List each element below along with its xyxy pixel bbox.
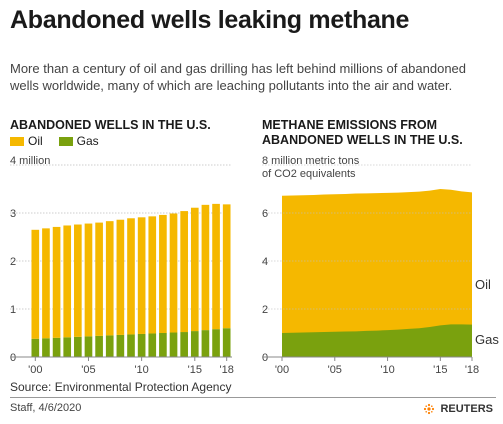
y-unit-label-emissions-2: of CO2 equivalents [262, 168, 356, 180]
bar-gas-2012 [159, 333, 167, 357]
bar-oil-2017 [212, 203, 220, 330]
x-tick-label-wells: '10 [134, 364, 148, 376]
bar-gas-2007 [105, 335, 114, 357]
bar-oil-2015 [190, 207, 199, 332]
y-tick-label-wells: 0 [10, 352, 16, 364]
headline: Abandoned wells leaking methane [10, 6, 410, 34]
bar-gas-2008 [116, 334, 125, 357]
legend-item-oil: Oil [10, 134, 43, 148]
footer-divider [10, 397, 496, 398]
y-tick-label-emissions: 4 [262, 256, 268, 268]
bar-oil-2000 [31, 229, 40, 339]
bar-oil-2018 [222, 204, 231, 329]
bar-gas-2000 [31, 338, 40, 357]
bar-oil-2005 [84, 223, 93, 337]
legend-item-gas: Gas [58, 134, 99, 148]
bar-oil-2011 [148, 216, 157, 334]
x-tick-label-emissions: '15 [433, 364, 447, 376]
bar-gas-2004 [74, 336, 82, 357]
legend-swatch-gas [58, 136, 73, 146]
bar-gas-2010 [137, 333, 146, 357]
series-label-gas: Gas [475, 332, 499, 347]
y-tick-label-wells: 2 [10, 256, 16, 268]
bar-gas-2009 [127, 334, 135, 357]
bar-gas-2016 [201, 330, 210, 357]
bar-gas-2015 [190, 331, 199, 357]
bar-oil-2006 [95, 222, 103, 336]
legend-label-gas: Gas [76, 134, 99, 148]
y-tick-label-wells: 3 [10, 208, 16, 220]
bar-oil-2013 [169, 213, 178, 333]
bar-oil-2003 [63, 225, 72, 338]
bar-gas-2014 [180, 332, 188, 357]
x-tick-label-emissions: '05 [328, 364, 342, 376]
y-unit-label-wells: 4 million [10, 155, 50, 167]
bar-gas-2005 [84, 336, 93, 357]
legend-swatch-oil [10, 136, 24, 146]
brand: REUTERS [422, 403, 493, 415]
area-oil [282, 189, 472, 357]
chart-title-wells: ABANDONED WELLS IN THE U.S. [10, 118, 211, 132]
series-label-oil: Oil [475, 277, 491, 292]
bar-oil-2016 [201, 204, 210, 331]
x-tick-label-wells: '00 [28, 364, 42, 376]
chart-title-emissions: METHANE EMISSIONS FROM ABANDONED WELLS I… [262, 118, 463, 147]
area-gas [282, 324, 472, 357]
bar-gas-2017 [212, 329, 220, 357]
bar-gas-2018 [222, 328, 231, 357]
bar-gas-2011 [148, 333, 157, 357]
reuters-logo-icon [424, 403, 435, 415]
y-tick-label-emissions: 0 [262, 352, 268, 364]
x-tick-label-wells: '15 [188, 364, 202, 376]
bar-oil-2001 [42, 228, 50, 339]
bar-oil-2004 [74, 224, 82, 337]
bar-oil-2009 [127, 218, 135, 335]
brand-name: REUTERS [440, 403, 493, 415]
x-tick-label-emissions: '18 [465, 364, 479, 376]
bar-oil-2002 [52, 226, 61, 338]
bar-gas-2001 [42, 338, 50, 357]
bar-oil-2014 [180, 211, 188, 333]
x-tick-label-wells: '18 [220, 364, 234, 376]
bar-gas-2002 [52, 337, 61, 357]
y-unit-label-emissions-1: 8 million metric tons [262, 155, 360, 167]
y-tick-label-emissions: 2 [262, 304, 268, 316]
y-tick-label-emissions: 6 [262, 208, 268, 220]
bar-oil-2008 [116, 219, 125, 335]
bar-gas-2003 [63, 337, 72, 357]
bar-gas-2006 [95, 335, 103, 357]
x-tick-label-wells: '05 [81, 364, 95, 376]
bar-oil-2010 [137, 217, 146, 334]
y-tick-label-wells: 1 [10, 304, 16, 316]
x-tick-label-emissions: '00 [275, 364, 289, 376]
x-tick-label-emissions: '10 [380, 364, 394, 376]
bar-gas-2013 [169, 332, 178, 357]
credit-line: Staff, 4/6/2020 [10, 402, 82, 414]
bar-oil-2012 [159, 214, 167, 333]
bar-oil-2007 [105, 221, 114, 336]
deck: More than a century of oil and gas drill… [10, 61, 467, 93]
source-note: Source: Environmental Protection Agency [10, 380, 232, 394]
legend: Oil Gas [10, 134, 115, 148]
legend-label-oil: Oil [28, 134, 43, 148]
